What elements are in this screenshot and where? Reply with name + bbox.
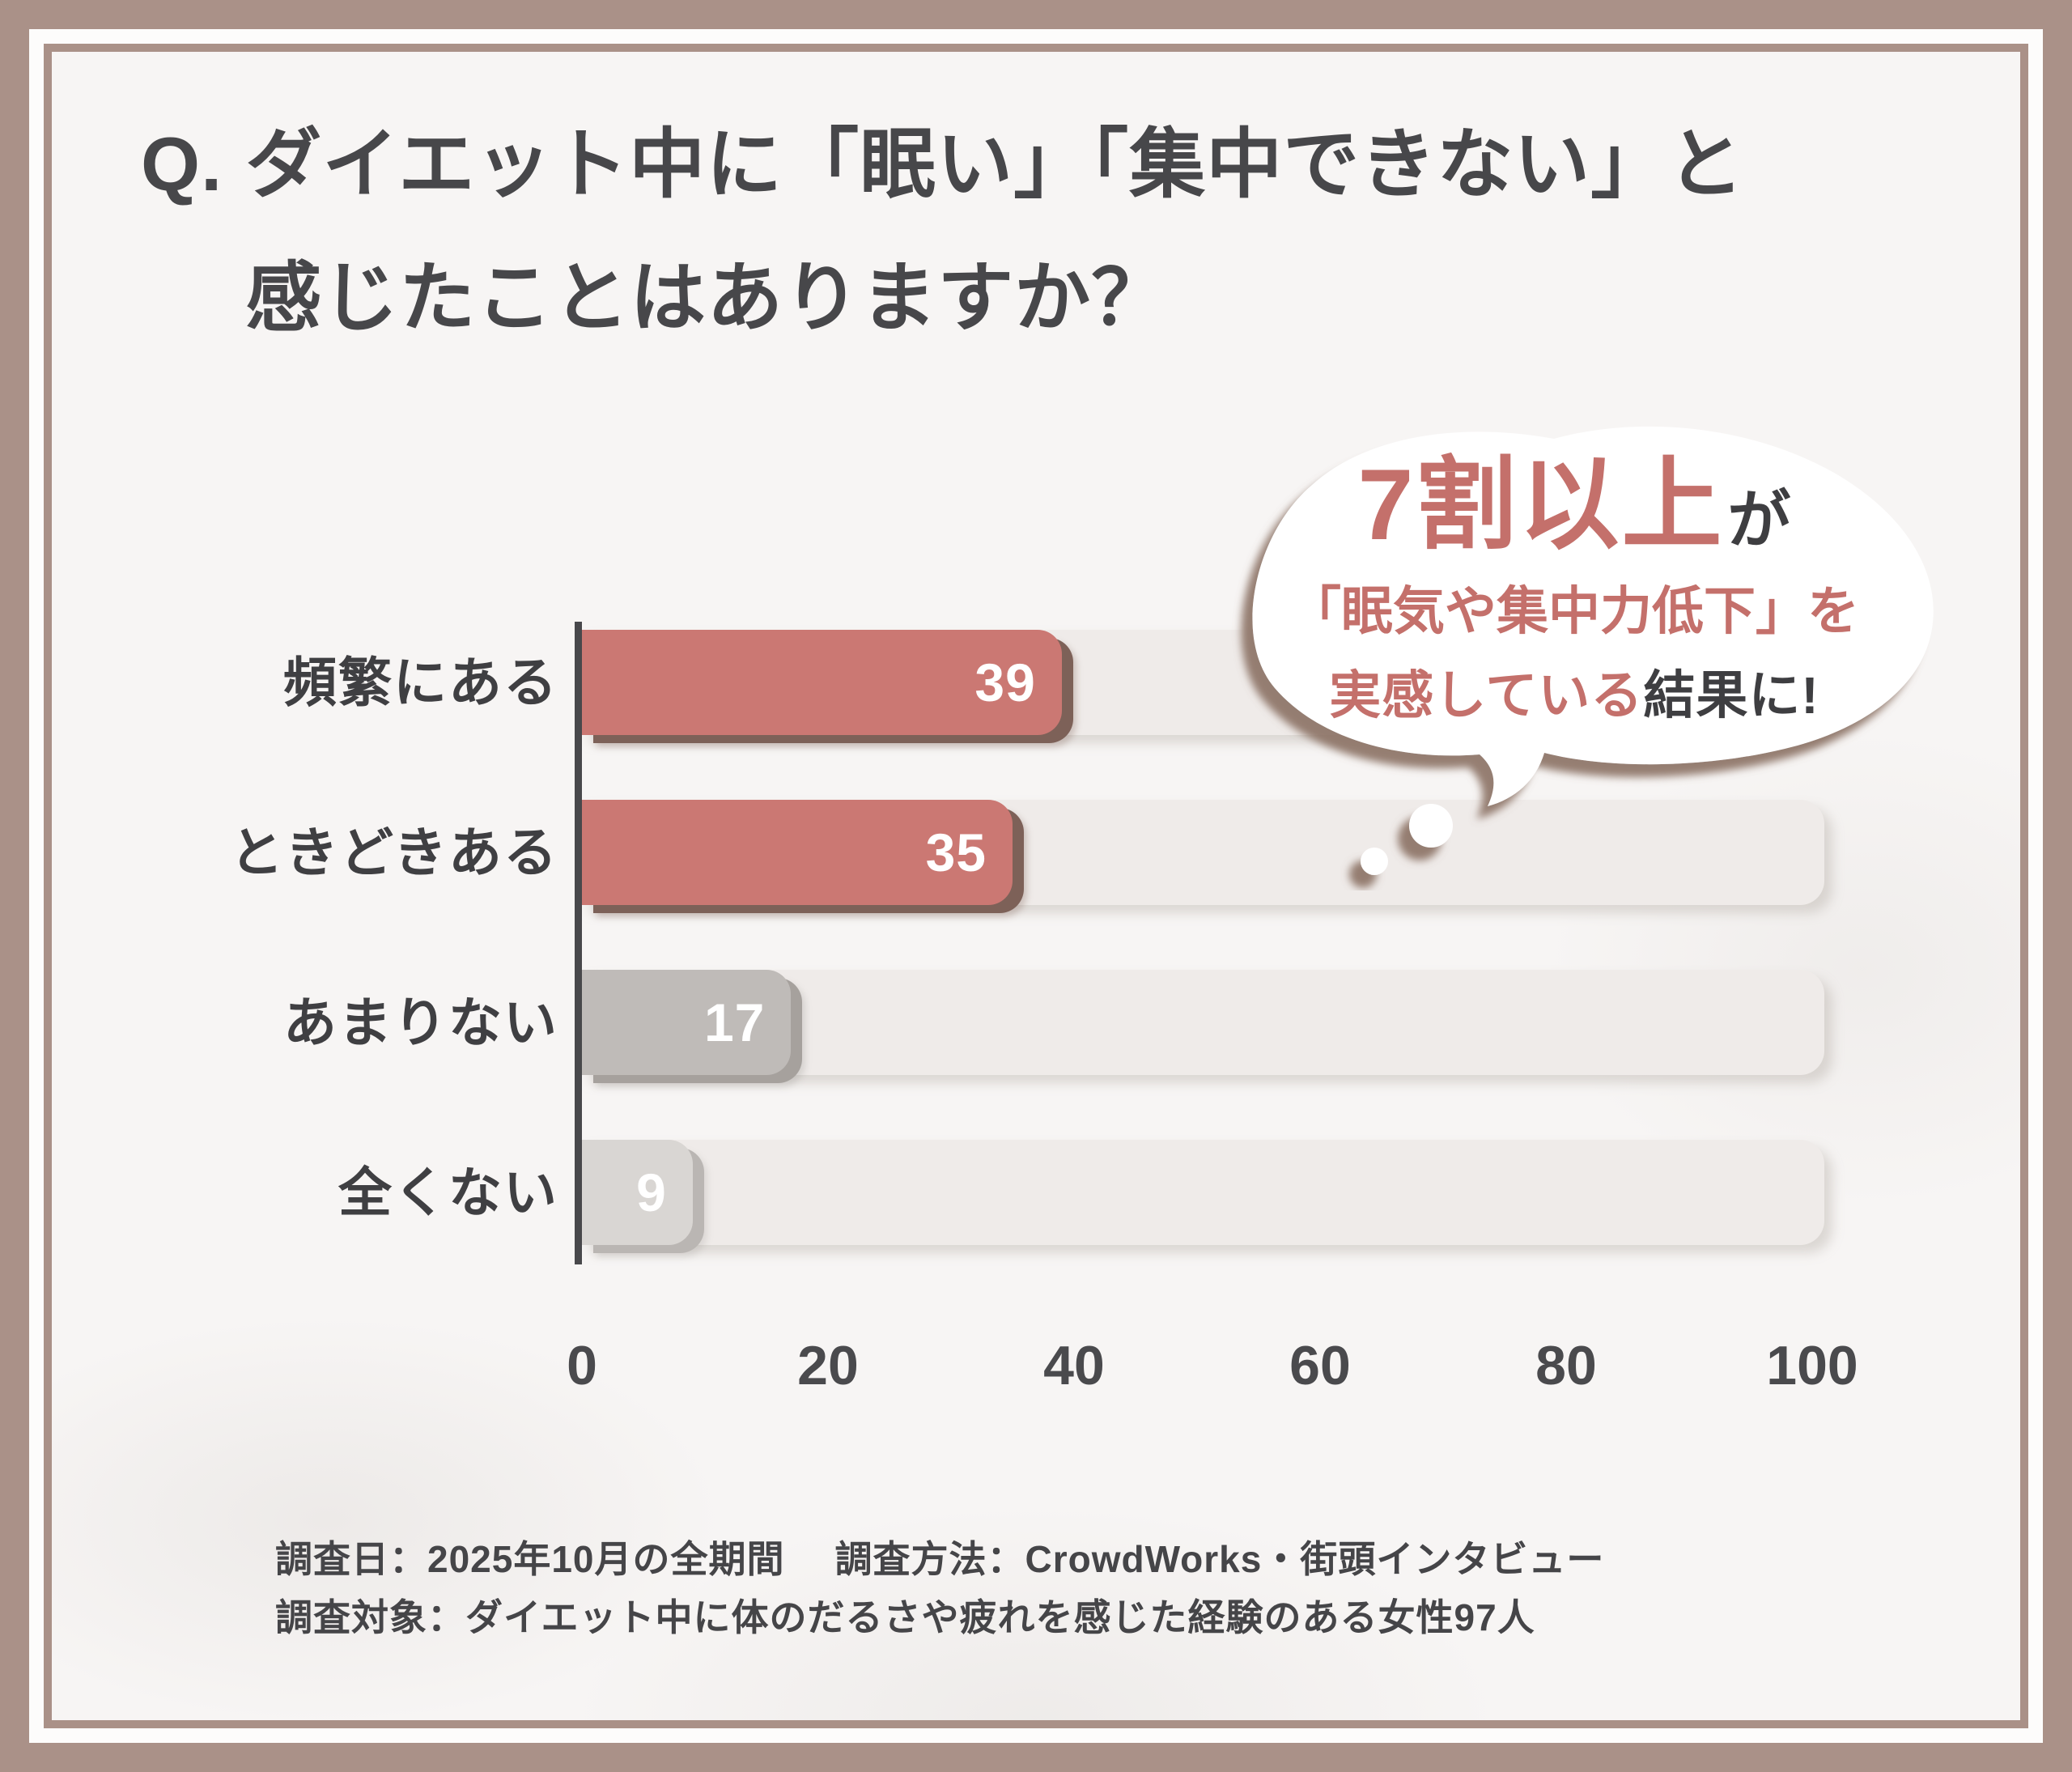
callout-line-3-pink: 実感している bbox=[1329, 666, 1644, 725]
x-axis-ticks: 0 20 40 60 80 100 bbox=[567, 1334, 1858, 1407]
chart-row-never: 全くない 9 bbox=[52, 1140, 2020, 1245]
thought-bubble-shape bbox=[1252, 426, 1934, 875]
bar-value: 35 bbox=[925, 822, 987, 882]
bar-frequent: 39 bbox=[582, 630, 1062, 735]
row-plot-area: 35 bbox=[582, 800, 1825, 905]
thought-dot-small bbox=[1361, 848, 1388, 875]
x-tick: 100 bbox=[1766, 1335, 1858, 1396]
x-tick: 80 bbox=[1535, 1335, 1597, 1396]
row-plot-area: 9 bbox=[582, 1140, 1825, 1245]
bar-value: 9 bbox=[636, 1162, 667, 1222]
x-tick: 60 bbox=[1289, 1335, 1351, 1396]
survey-method: 調査方法：CrowdWorks・街頭インタビュー bbox=[834, 1538, 1605, 1580]
category-label: あまりない bbox=[283, 992, 558, 1052]
category-label: 全くない bbox=[338, 1162, 558, 1222]
callout-line-3-dark: 結果に! bbox=[1643, 666, 1819, 725]
callout-line-1: 7割以上 が bbox=[1358, 455, 1791, 555]
chart-row-sometimes: ときどきある 35 bbox=[52, 800, 2020, 905]
question-line-2: 感じたことはありますか？ bbox=[245, 255, 1169, 341]
bar-never: 9 bbox=[582, 1140, 693, 1245]
bar-track bbox=[582, 1140, 1825, 1245]
bar-value: 17 bbox=[703, 992, 766, 1052]
survey-notes-line-1: 調査日：2025年10月の全期間 調査方法：CrowdWorks・街頭インタビュ… bbox=[275, 1530, 1604, 1588]
content-panel: Q. ダイエット中に「眠い」「集中できない」と 感じたことはありますか？ 頻繁に… bbox=[44, 44, 2028, 1728]
bar-sometimes: 35 bbox=[582, 800, 1013, 905]
category-label: ときどきある bbox=[229, 822, 558, 882]
bar-chart: 頻繁にある 39 ときどきある 35 あまりない bbox=[52, 630, 2020, 1310]
survey-date: 調査日：2025年10月の全期間 bbox=[275, 1538, 785, 1580]
callout-particle: が bbox=[1727, 484, 1791, 556]
bar-not-much: 17 bbox=[582, 970, 792, 1075]
question-title: Q. ダイエット中に「眠い」「集中できない」と 感じたことはありますか？ bbox=[141, 97, 1744, 365]
category-label: 頻繁にある bbox=[283, 652, 558, 712]
x-tick: 0 bbox=[567, 1335, 597, 1396]
x-tick: 40 bbox=[1043, 1335, 1105, 1396]
question-text: ダイエット中に「眠い」「集中できない」と 感じたことはありますか？ bbox=[245, 97, 1744, 365]
callout-line-2: 「眠気や集中力低下」を bbox=[1289, 582, 1859, 640]
chart-row-not-much: あまりない 17 bbox=[52, 970, 2020, 1075]
callout-text: 7割以上 が 「眠気や集中力低下」を 実感している結果に! bbox=[1190, 421, 1959, 729]
bar-value: 39 bbox=[974, 652, 1036, 712]
thought-dot-large bbox=[1409, 804, 1453, 848]
y-axis-line bbox=[575, 622, 582, 1264]
thought-bubble: 7割以上 が 「眠気や集中力低下」を 実感している結果に! bbox=[1190, 421, 1959, 890]
callout-line-3: 実感している結果に! bbox=[1329, 654, 1819, 729]
survey-notes: 調査日：2025年10月の全期間 調査方法：CrowdWorks・街頭インタビュ… bbox=[275, 1530, 1604, 1647]
question-prefix: Q. bbox=[141, 121, 223, 206]
survey-target: 調査対象：ダイエット中に体のだるさや疲れを感じた経験のある女性97人 bbox=[275, 1596, 1535, 1638]
row-plot-area: 17 bbox=[582, 970, 1825, 1075]
x-tick: 20 bbox=[797, 1335, 859, 1396]
callout-highlight: 7割以上 bbox=[1357, 449, 1725, 561]
question-line-1: ダイエット中に「眠い」「集中できない」と bbox=[245, 121, 1745, 206]
